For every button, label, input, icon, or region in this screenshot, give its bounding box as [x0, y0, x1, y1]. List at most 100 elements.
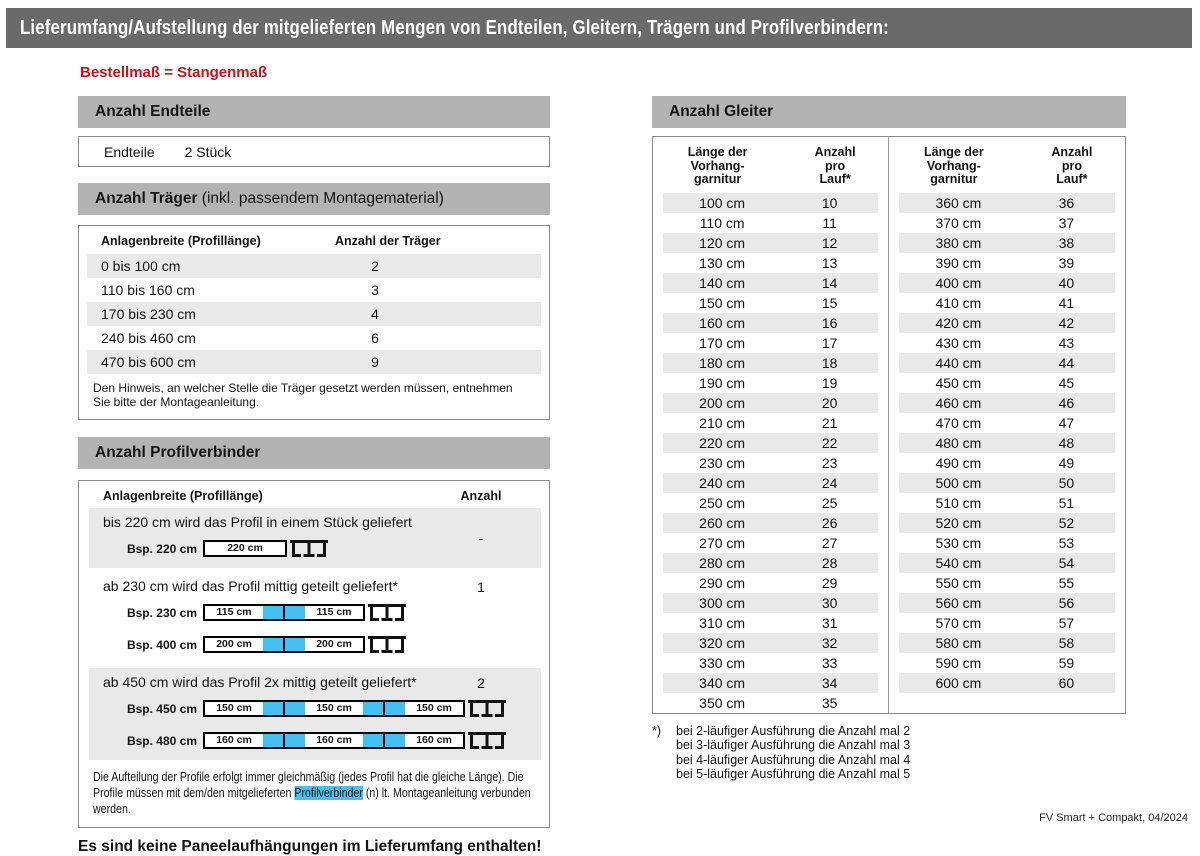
gleiter-length: 500 cm	[935, 474, 982, 491]
profile-segment: 200 cm	[305, 638, 363, 651]
section-header-traeger: Anzahl Träger (inkl. passendem Montagema…	[78, 183, 550, 215]
diagram-label: Bsp. 480 cm	[126, 733, 197, 748]
gleiter-count: 45	[1058, 374, 1075, 391]
gleiter-count: 41	[1058, 294, 1075, 311]
gleiter-length: 390 cm	[935, 254, 982, 271]
gleiter-row: 330 cm 33	[663, 653, 878, 673]
gleiter-length: 560 cm	[935, 594, 982, 611]
gleiter-count: 52	[1058, 514, 1075, 531]
gleiter-row: 150 cm 15	[663, 293, 878, 313]
pv-row: ab 450 cm wird das Profil 2x mittig gete…	[89, 668, 541, 760]
footnote-line: bei 3-läufiger Ausführung die Anzahl mal…	[676, 738, 911, 752]
profile-cross-section-icon	[468, 698, 506, 720]
gleiter-count: 36	[1058, 194, 1075, 211]
gleiter-count: 58	[1058, 634, 1075, 651]
pv-col-header-anlagenbreite: Anlagenbreite (Profillänge)	[103, 489, 263, 503]
gleiter-length: 400 cm	[935, 274, 982, 291]
gleiter-row: 580 cm 58	[899, 632, 1115, 653]
gleiter-count: 15	[821, 294, 838, 311]
profile-cross-section-icon	[368, 602, 406, 624]
gleiter-row: 250 cm 25	[663, 493, 878, 513]
gleiter-row: 190 cm 19	[663, 373, 878, 393]
gleiter-row: 540 cm 54	[899, 552, 1115, 573]
profile-cross-section-icon	[468, 730, 506, 752]
gleiter-length: 240 cm	[699, 474, 746, 491]
traeger-note: Den Hinweis, an welcher Stelle die Träge…	[93, 381, 513, 409]
profile-segment: 160 cm	[205, 734, 263, 747]
connector-cap	[363, 702, 383, 715]
pv-count: 2	[477, 675, 485, 691]
gleiter-length: 260 cm	[699, 514, 746, 531]
gleiter-row: 350 cm 35	[663, 693, 878, 713]
gleiter-rows-right: 360 cm 36 370 cm 37 380 cm 38 390 cm 39 400 cm 40…	[889, 192, 1125, 693]
header-line: pro	[825, 158, 846, 173]
gleiter-row: 430 cm 43	[899, 333, 1115, 353]
profile-diagram: Bsp. 230 cm 115 cm 115 cm	[89, 602, 541, 623]
gleiter-length: 490 cm	[935, 454, 982, 471]
traeger-row: 0 bis 100 cm 2	[87, 254, 541, 278]
gleiter-count: 17	[821, 334, 838, 351]
traeger-row: 110 bis 160 cm 3	[87, 278, 541, 302]
header-line: Lauf*	[1056, 172, 1088, 186]
traeger-count: 4	[371, 306, 379, 322]
traeger-row: 170 bis 230 cm 4	[87, 302, 541, 326]
gleiter-row: 140 cm 14	[663, 272, 878, 293]
traeger-count: 9	[371, 354, 379, 370]
header-line: garnitur	[694, 172, 742, 186]
diagram-label: Bsp. 400 cm	[126, 637, 197, 652]
traeger-range: 240 bis 460 cm	[101, 330, 196, 346]
traeger-header-suffix: (inkl. passendem Montagematerial)	[197, 190, 444, 207]
gleiter-length: 440 cm	[935, 354, 982, 371]
gleiter-count: 21	[821, 414, 838, 431]
gleiter-length: 320 cm	[699, 634, 746, 651]
gleiter-col-header-laenge: Länge der Vorhang-garnitur	[653, 145, 782, 187]
gleiter-count: 48	[1058, 434, 1075, 451]
profile-cross-section-icon	[290, 538, 328, 560]
pv-note-highlight: Profilverbinder	[294, 786, 363, 800]
diagram-label: Bsp. 450 cm	[126, 701, 197, 716]
connector-cap	[285, 734, 305, 747]
gleiter-row: 270 cm 27	[663, 533, 878, 553]
section-header-gleiter: Anzahl Gleiter	[652, 96, 1126, 128]
gleiter-header-right: Länge der Vorhang-garnitur Anzahl pro Lauf*	[889, 137, 1125, 193]
profile-segment: 160 cm	[405, 734, 463, 747]
gleiter-count: 59	[1058, 654, 1075, 671]
gleiter-col-header-laenge: Länge der Vorhang-garnitur	[889, 145, 1019, 187]
gleiter-header-left: Länge der Vorhang-garnitur Anzahl pro Lauf*	[653, 137, 888, 193]
profile-diagram: Bsp. 450 cm 150 cm 150 cm 150 cm	[89, 698, 541, 719]
gleiter-count: 22	[821, 434, 838, 451]
profile-segment: 200 cm	[205, 638, 263, 651]
joint-line	[283, 702, 285, 715]
gleiter-length: 380 cm	[935, 234, 982, 251]
header-line: pro	[1061, 158, 1082, 173]
profile-segment: 150 cm	[405, 702, 463, 715]
gleiter-row: 230 cm 23	[663, 453, 878, 473]
connector-cap	[385, 734, 405, 747]
joint-line	[383, 702, 385, 715]
traeger-row: 240 bis 460 cm 6	[87, 326, 541, 350]
endteile-value: 2 Stück	[184, 143, 232, 160]
gleiter-count: 54	[1058, 554, 1075, 571]
endteile-table: Endteile 2 Stück	[78, 136, 550, 167]
gleiter-row: 450 cm 45	[899, 373, 1115, 393]
gleiter-length: 530 cm	[935, 534, 982, 551]
gleiter-length: 540 cm	[935, 554, 982, 571]
header-line: Lauf*	[819, 172, 851, 186]
profile-segment: 150 cm	[305, 702, 363, 715]
pv-note-before: Die Aufteilung der Profile erfolgt immer…	[93, 770, 524, 800]
gleiter-length: 310 cm	[699, 614, 746, 631]
gleiter-length: 460 cm	[935, 394, 982, 411]
traeger-count: 2	[371, 258, 379, 274]
traeger-header-bold: Anzahl Träger	[95, 190, 198, 207]
joint-line	[283, 606, 285, 619]
gleiter-count: 26	[821, 514, 838, 531]
footnote-line: bei 5-läufiger Ausführung die Anzahl mal…	[676, 767, 911, 781]
gleiter-count: 24	[821, 474, 838, 491]
gleiter-length: 470 cm	[935, 414, 982, 431]
diagram-label: Bsp. 220 cm	[126, 541, 197, 556]
gleiter-row: 260 cm 26	[663, 512, 878, 533]
profile-segment: 115 cm	[205, 606, 263, 619]
gleiter-length: 190 cm	[699, 374, 746, 391]
traeger-range: 110 bis 160 cm	[101, 282, 195, 298]
page-title: Lieferumfang/Aufstellung der mitgeliefer…	[20, 16, 889, 39]
